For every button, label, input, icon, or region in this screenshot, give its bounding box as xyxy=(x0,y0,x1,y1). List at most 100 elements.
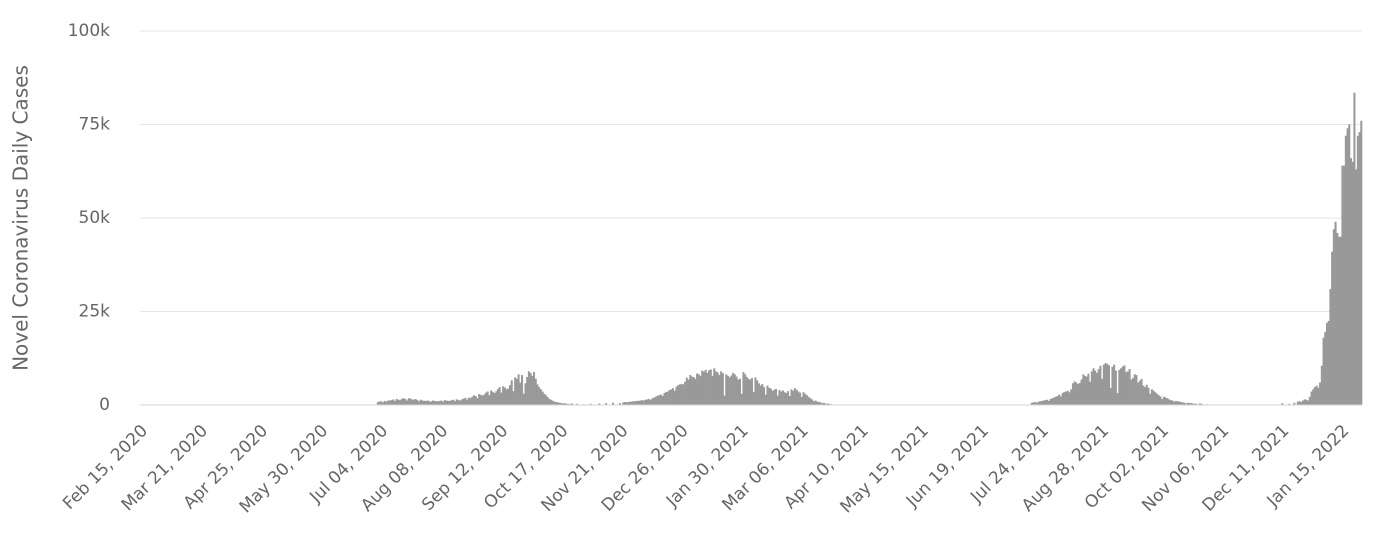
bar xyxy=(1190,403,1193,405)
bar xyxy=(1351,161,1354,405)
bar xyxy=(551,400,554,405)
bar xyxy=(1099,365,1102,405)
bar xyxy=(1178,401,1181,405)
bar xyxy=(726,375,729,405)
bar xyxy=(1308,396,1311,405)
bar xyxy=(400,398,403,405)
bar xyxy=(570,403,573,405)
y-tick-label: 0 xyxy=(99,395,110,415)
bar xyxy=(452,399,455,405)
bar xyxy=(1089,381,1092,405)
bar xyxy=(467,397,470,405)
bar xyxy=(1300,402,1303,405)
bar xyxy=(515,378,518,405)
bar xyxy=(799,392,802,405)
bar xyxy=(462,398,465,405)
bar xyxy=(732,372,735,405)
bar xyxy=(555,402,558,405)
bar xyxy=(768,387,771,405)
bar xyxy=(557,402,560,405)
bar xyxy=(817,402,820,405)
bar xyxy=(1030,402,1033,405)
bar xyxy=(1145,384,1148,405)
bar xyxy=(385,401,388,405)
bar xyxy=(399,400,402,405)
bar xyxy=(723,395,726,405)
bar xyxy=(1073,381,1076,405)
bar xyxy=(1130,379,1133,405)
bar xyxy=(646,399,649,405)
bar xyxy=(797,391,800,405)
bar xyxy=(788,396,791,405)
bar xyxy=(412,399,415,405)
bar xyxy=(792,390,795,405)
bar xyxy=(660,394,663,405)
bar xyxy=(644,399,647,405)
bar xyxy=(1051,398,1054,405)
bar xyxy=(1116,393,1119,405)
bar xyxy=(464,397,467,405)
bar xyxy=(558,402,561,405)
bar xyxy=(682,384,685,405)
bar xyxy=(766,385,769,405)
bar xyxy=(411,399,414,405)
bar xyxy=(1320,365,1323,405)
bar xyxy=(395,399,398,405)
bar xyxy=(725,374,728,405)
bar xyxy=(824,403,827,405)
bar xyxy=(769,388,772,405)
bar xyxy=(545,395,548,405)
bar xyxy=(1083,375,1086,405)
bar xyxy=(728,377,731,405)
bar xyxy=(637,400,640,405)
bar xyxy=(418,401,421,405)
bar xyxy=(1162,396,1165,405)
bar xyxy=(1171,400,1174,405)
bar xyxy=(409,398,412,405)
bar xyxy=(1356,135,1359,405)
bar xyxy=(699,375,702,405)
bar xyxy=(517,374,520,405)
bar xyxy=(658,395,661,405)
bar xyxy=(795,389,798,405)
bar xyxy=(611,402,614,405)
bar xyxy=(1140,378,1143,405)
bar xyxy=(1085,376,1088,405)
bar xyxy=(733,374,736,405)
bar xyxy=(1075,382,1078,405)
bar xyxy=(787,391,790,405)
bar xyxy=(454,401,457,405)
bar xyxy=(663,393,666,405)
bar xyxy=(747,378,750,405)
bar xyxy=(529,372,532,405)
bar xyxy=(1032,402,1035,405)
bar xyxy=(1094,370,1097,405)
bar xyxy=(1344,135,1347,405)
bar xyxy=(706,372,709,405)
bar xyxy=(680,384,683,405)
bar xyxy=(1336,232,1339,405)
bar xyxy=(1325,322,1328,405)
y-axis-title: Novel Coronavirus Daily Cases xyxy=(9,65,33,371)
bar xyxy=(436,401,439,405)
bar xyxy=(713,368,716,405)
bar xyxy=(438,400,441,405)
bar xyxy=(1149,393,1152,405)
bar xyxy=(1080,379,1083,405)
y-tick-label: 50k xyxy=(79,208,111,228)
bar xyxy=(632,401,635,405)
bar xyxy=(440,400,443,405)
bar xyxy=(390,400,393,405)
bar xyxy=(771,390,774,405)
bar xyxy=(775,388,778,405)
bar xyxy=(653,397,656,405)
bar xyxy=(675,386,678,405)
bar xyxy=(428,401,431,405)
bar xyxy=(1128,369,1131,405)
bar xyxy=(553,401,556,405)
bar xyxy=(656,395,659,405)
bar xyxy=(416,400,419,405)
bar xyxy=(460,399,463,405)
bar xyxy=(1156,393,1159,405)
bar xyxy=(1114,370,1117,405)
